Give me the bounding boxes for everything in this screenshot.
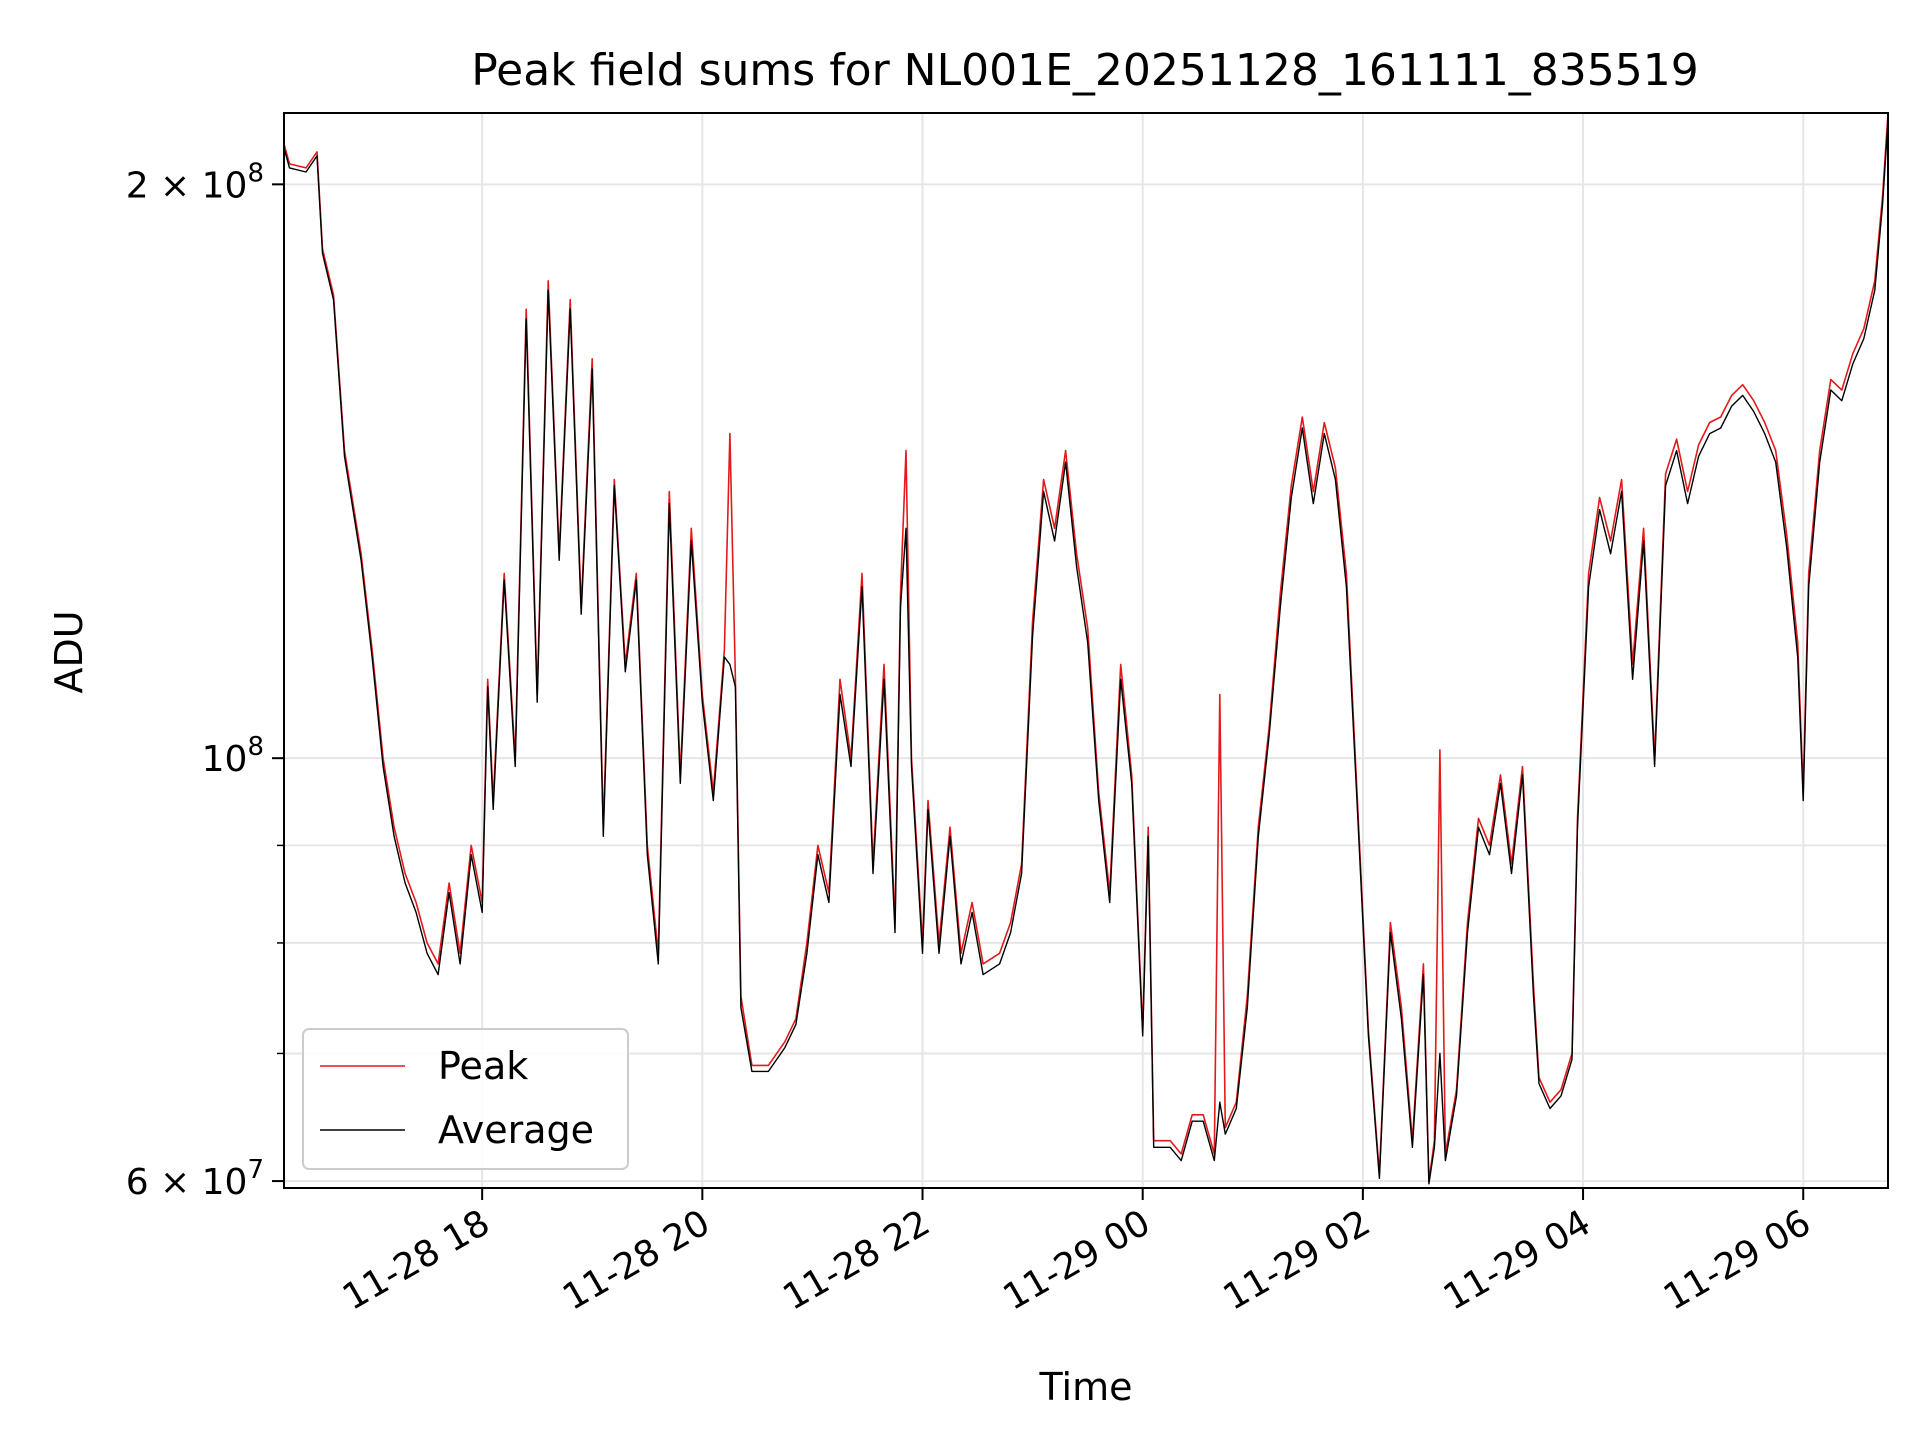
y-tick-label: 2 × 108 — [126, 158, 264, 206]
y-axis-label: ADU — [47, 610, 91, 693]
legend-label-average: Average — [438, 1108, 594, 1152]
y-tick-label: 6 × 107 — [126, 1155, 264, 1203]
legend-label-peak: Peak — [438, 1044, 528, 1088]
legend: Peak Average — [302, 1028, 629, 1170]
y-axis: 6 × 107 108 2 × 108 — [126, 158, 284, 1203]
plot-frame — [283, 112, 1889, 1189]
x-axis-label: Time — [1039, 1365, 1133, 1409]
legend-frame — [302, 1028, 629, 1170]
y-tick-label: 108 — [202, 732, 264, 780]
grid — [284, 113, 1888, 1188]
series-line-average — [284, 120, 1888, 1185]
plot-area — [284, 113, 1888, 1185]
chart-title: Peak field sums for NL001E_20251128_1611… — [471, 45, 1699, 96]
